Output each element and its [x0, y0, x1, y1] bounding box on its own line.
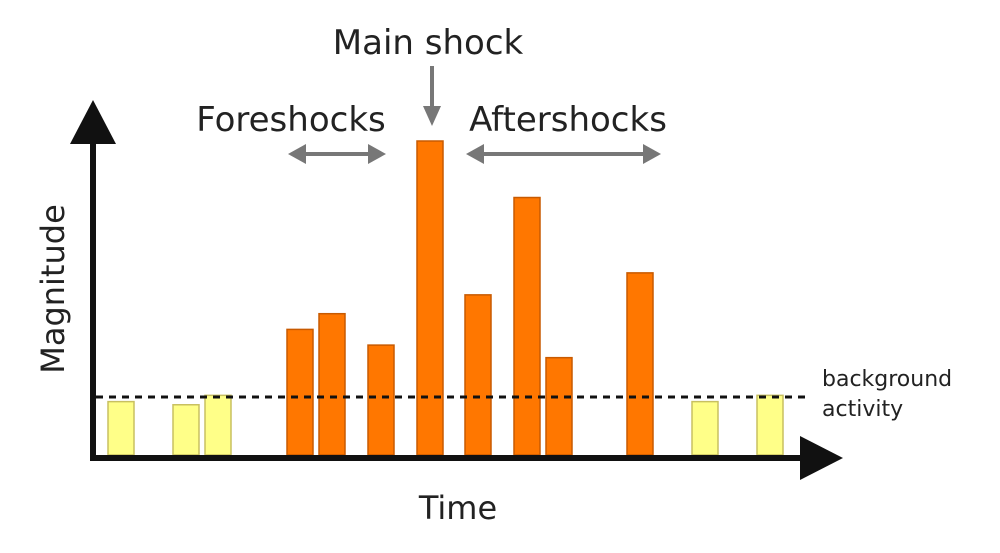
background-event-bar: [107, 400, 135, 456]
foreshocks-left-arrowhead: [288, 144, 306, 164]
y-axis-arrowhead: [70, 100, 116, 144]
x-axis-label: Time: [418, 489, 497, 527]
aftershocks-left-arrowhead: [466, 144, 484, 164]
background-activity-label-line1: background: [822, 367, 952, 392]
bars-group: [107, 140, 784, 456]
aftershocks-label: Aftershocks: [469, 100, 667, 140]
seismic-event-bar: [286, 328, 314, 456]
seismic-event-bar: [464, 294, 492, 456]
y-axis-label: Magnitude: [34, 204, 72, 374]
background-event-bar: [172, 404, 200, 456]
seismic-event-bar: [416, 140, 444, 456]
seismic-event-bar: [626, 272, 654, 456]
background-event-bar: [756, 394, 784, 456]
foreshocks-label: Foreshocks: [196, 100, 385, 140]
background-event-bar: [691, 400, 719, 456]
foreshocks-right-arrowhead: [368, 144, 386, 164]
aftershocks-right-arrowhead: [643, 144, 661, 164]
background-activity-label-line2: activity: [822, 397, 903, 422]
main-shock-pointer-arrowhead: [423, 106, 441, 126]
seismic-event-bar: [513, 196, 541, 456]
seismic-event-bar: [318, 312, 346, 456]
x-axis-arrowhead: [800, 436, 843, 480]
seismic-event-bar: [545, 356, 573, 456]
background-event-bar: [204, 394, 232, 456]
seismic-event-bar: [367, 344, 395, 456]
main-shock-label: Main shock: [333, 23, 524, 63]
